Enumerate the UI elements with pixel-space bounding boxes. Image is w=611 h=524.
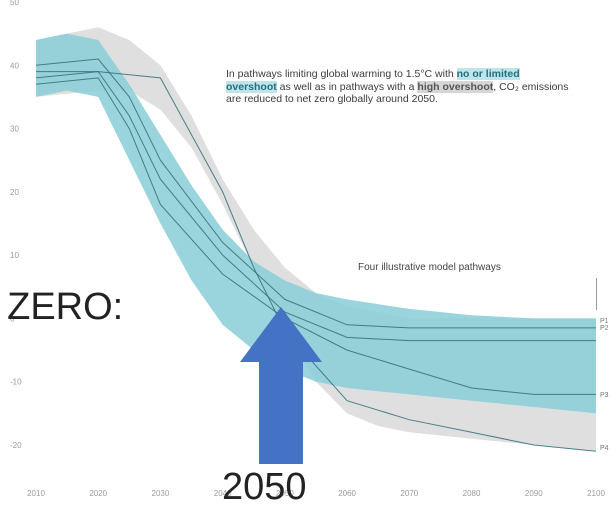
y-tick-label: 50: [10, 0, 19, 7]
highlight-high-overshoot: high overshoot: [417, 80, 494, 93]
target-year-label: 2050: [222, 466, 307, 508]
band-no-limited-overshoot: [36, 33, 596, 414]
y-tick-label: -10: [10, 378, 22, 387]
up-arrow-icon: [240, 307, 322, 464]
x-tick-label: 2090: [525, 489, 543, 498]
arrow-head: [240, 307, 322, 362]
end-label-p1: P1: [600, 318, 609, 325]
x-tick-label: 2100: [587, 489, 605, 498]
chart-annotation: In pathways limiting global warming to 1…: [226, 68, 569, 106]
y-tick-label: 20: [10, 188, 19, 197]
y-tick-label: -20: [10, 441, 22, 450]
end-label-p2: P2: [600, 325, 609, 332]
cropped-panel-edge: [596, 278, 611, 310]
y-tick-label: 40: [10, 61, 19, 70]
x-tick-label: 2060: [338, 489, 356, 498]
net-zero-heading: t ZERO:: [0, 286, 124, 328]
x-tick-label: 2010: [27, 489, 45, 498]
y-tick-label: 0: [10, 314, 15, 323]
arrow-shaft: [259, 361, 303, 464]
x-tick-label: 2080: [463, 489, 481, 498]
series-line-p1: [35, 58, 596, 329]
end-label-p4: P4: [600, 445, 609, 452]
x-tick-label: 2050: [276, 489, 294, 498]
x-tick-label: 2020: [89, 489, 107, 498]
x-tick-label: 2040: [214, 489, 232, 498]
y-axis-ticks: 50 40 30 20 10 0 -10 -20: [10, 0, 22, 450]
series-line-p2: [35, 71, 596, 342]
end-label-p3: P3: [600, 392, 609, 399]
pathways-label: Four illustrative model pathways: [358, 262, 501, 273]
y-tick-label: 30: [10, 125, 19, 134]
y-tick-label: 10: [10, 251, 19, 260]
uncertainty-bands: [36, 27, 596, 452]
x-tick-label: 2070: [400, 489, 418, 498]
x-axis-ticks: 2010 2020 2030 2040 2050 2060 2070 2080 2090 2100: [27, 489, 605, 498]
x-tick-label: 2030: [152, 489, 170, 498]
